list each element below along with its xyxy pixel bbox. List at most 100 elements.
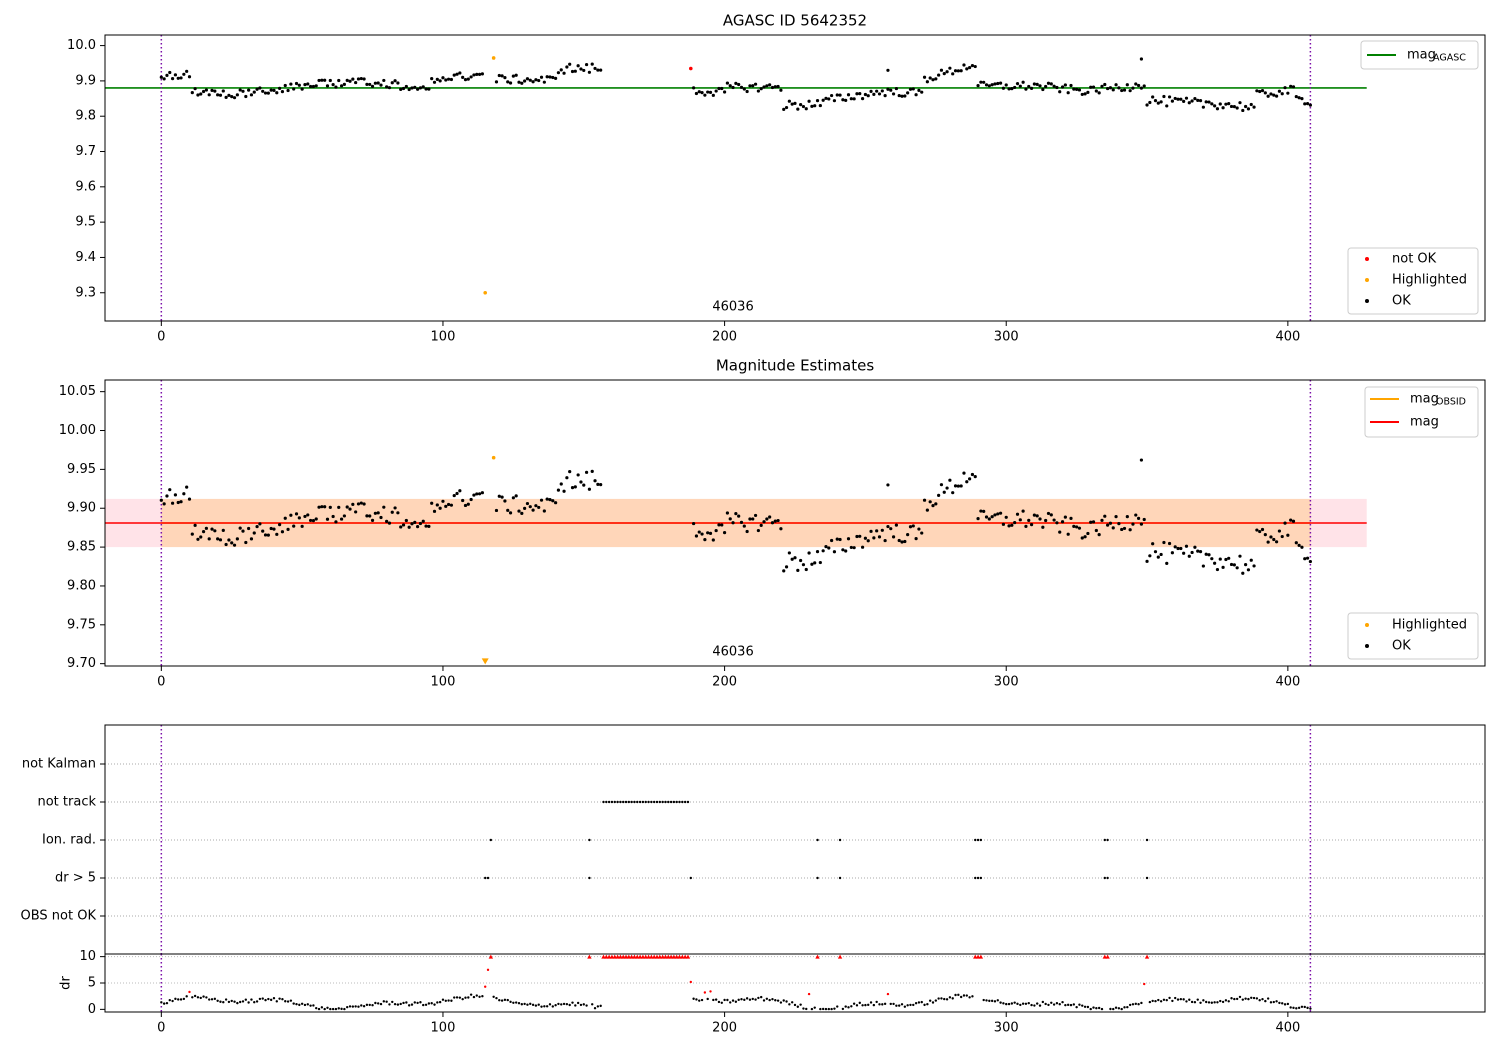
ok-point bbox=[1055, 85, 1059, 90]
ok-point bbox=[452, 493, 456, 498]
flag-point bbox=[675, 800, 678, 804]
dr-point bbox=[331, 1007, 335, 1011]
ok-point bbox=[703, 538, 707, 542]
dr-point bbox=[1216, 1001, 1219, 1004]
ok-point bbox=[435, 503, 439, 507]
ok-point bbox=[1269, 535, 1273, 539]
ok-point bbox=[956, 484, 960, 488]
dr-capped-marker bbox=[587, 954, 592, 959]
ok-point bbox=[176, 500, 180, 505]
ok-point bbox=[1198, 550, 1203, 554]
ok-point bbox=[886, 68, 890, 72]
ok-point bbox=[753, 513, 758, 518]
legend-marker bbox=[1365, 644, 1369, 648]
ok-point bbox=[883, 93, 887, 98]
dr-point bbox=[1041, 1000, 1045, 1004]
ok-point bbox=[869, 89, 873, 93]
ok-point bbox=[370, 518, 375, 522]
ok-point bbox=[511, 74, 515, 78]
ok-point bbox=[596, 482, 600, 486]
ok-point bbox=[1103, 82, 1107, 87]
ok-point bbox=[720, 523, 724, 527]
ok-point bbox=[973, 475, 977, 479]
ok-point bbox=[984, 515, 989, 519]
ok-point bbox=[1297, 543, 1301, 547]
ok-point bbox=[1291, 519, 1296, 523]
ok-point bbox=[1035, 514, 1039, 518]
dr-capped-marker bbox=[651, 954, 657, 959]
ok-point bbox=[725, 81, 730, 85]
dr-point bbox=[514, 1001, 518, 1004]
dr-point bbox=[565, 1002, 569, 1006]
dr-point bbox=[1193, 1001, 1197, 1004]
ok-point bbox=[258, 522, 262, 526]
dr-point bbox=[253, 1000, 256, 1004]
dr-point bbox=[191, 996, 194, 999]
ok-point bbox=[858, 534, 862, 538]
ok-point bbox=[1083, 92, 1087, 96]
ok-point bbox=[1145, 103, 1149, 107]
ok-point bbox=[973, 64, 977, 69]
dr-point bbox=[492, 995, 495, 998]
ok-point bbox=[356, 77, 361, 81]
ok-point bbox=[824, 96, 828, 100]
ok-point bbox=[1004, 83, 1008, 87]
ok-point bbox=[537, 78, 541, 83]
ok-point bbox=[559, 482, 563, 486]
ok-point bbox=[441, 76, 445, 80]
dr-point bbox=[1109, 1007, 1112, 1011]
ok-point bbox=[466, 77, 470, 81]
ok-point bbox=[945, 486, 949, 490]
ok-point bbox=[852, 97, 856, 101]
x-tick-label: 200 bbox=[712, 675, 737, 690]
dr-point bbox=[771, 997, 774, 1001]
ok-point bbox=[1038, 84, 1042, 88]
ok-point bbox=[1308, 559, 1312, 564]
ok-point bbox=[846, 93, 851, 97]
ok-point bbox=[365, 82, 369, 86]
ok-point bbox=[339, 84, 344, 88]
ok-point bbox=[979, 509, 983, 513]
ok-point bbox=[469, 497, 473, 502]
ok-point bbox=[1136, 83, 1141, 88]
dr-point bbox=[1021, 1002, 1025, 1005]
ok-point bbox=[875, 89, 879, 93]
ok-point bbox=[430, 77, 434, 81]
ok-point bbox=[348, 79, 352, 83]
dr-capped-marker bbox=[626, 954, 632, 959]
ok-point bbox=[176, 76, 180, 80]
highlighted-point bbox=[491, 56, 496, 60]
dr-point bbox=[430, 1002, 433, 1005]
ok-point bbox=[562, 489, 566, 493]
ok-point bbox=[337, 505, 341, 509]
ok-point bbox=[216, 93, 220, 97]
ok-point bbox=[1255, 528, 1259, 532]
ok-point bbox=[328, 78, 332, 83]
dr-capped-marker bbox=[640, 954, 646, 959]
ok-point bbox=[1162, 94, 1166, 99]
dr-point bbox=[1238, 995, 1242, 999]
dr-capped-marker bbox=[663, 954, 668, 959]
ok-point bbox=[159, 498, 163, 502]
ok-point bbox=[1075, 87, 1079, 91]
dr-point bbox=[1016, 1002, 1019, 1006]
ok-point bbox=[813, 104, 817, 108]
ok-point bbox=[1139, 86, 1144, 90]
dr-point bbox=[700, 998, 704, 1002]
ok-point bbox=[1215, 567, 1220, 572]
dr-point bbox=[554, 1003, 557, 1007]
ok-point bbox=[1027, 84, 1031, 89]
ok-point bbox=[832, 99, 837, 103]
ok-point bbox=[542, 509, 546, 513]
ok-point bbox=[554, 501, 558, 505]
ok-point bbox=[213, 89, 217, 93]
ok-point bbox=[286, 88, 290, 93]
ok-point bbox=[570, 69, 575, 74]
ok-point bbox=[1128, 528, 1132, 532]
flag-point bbox=[974, 838, 977, 842]
dr-point bbox=[376, 1002, 380, 1005]
ok-point bbox=[401, 523, 406, 527]
flag-point bbox=[974, 876, 977, 880]
ok-point bbox=[959, 69, 963, 73]
